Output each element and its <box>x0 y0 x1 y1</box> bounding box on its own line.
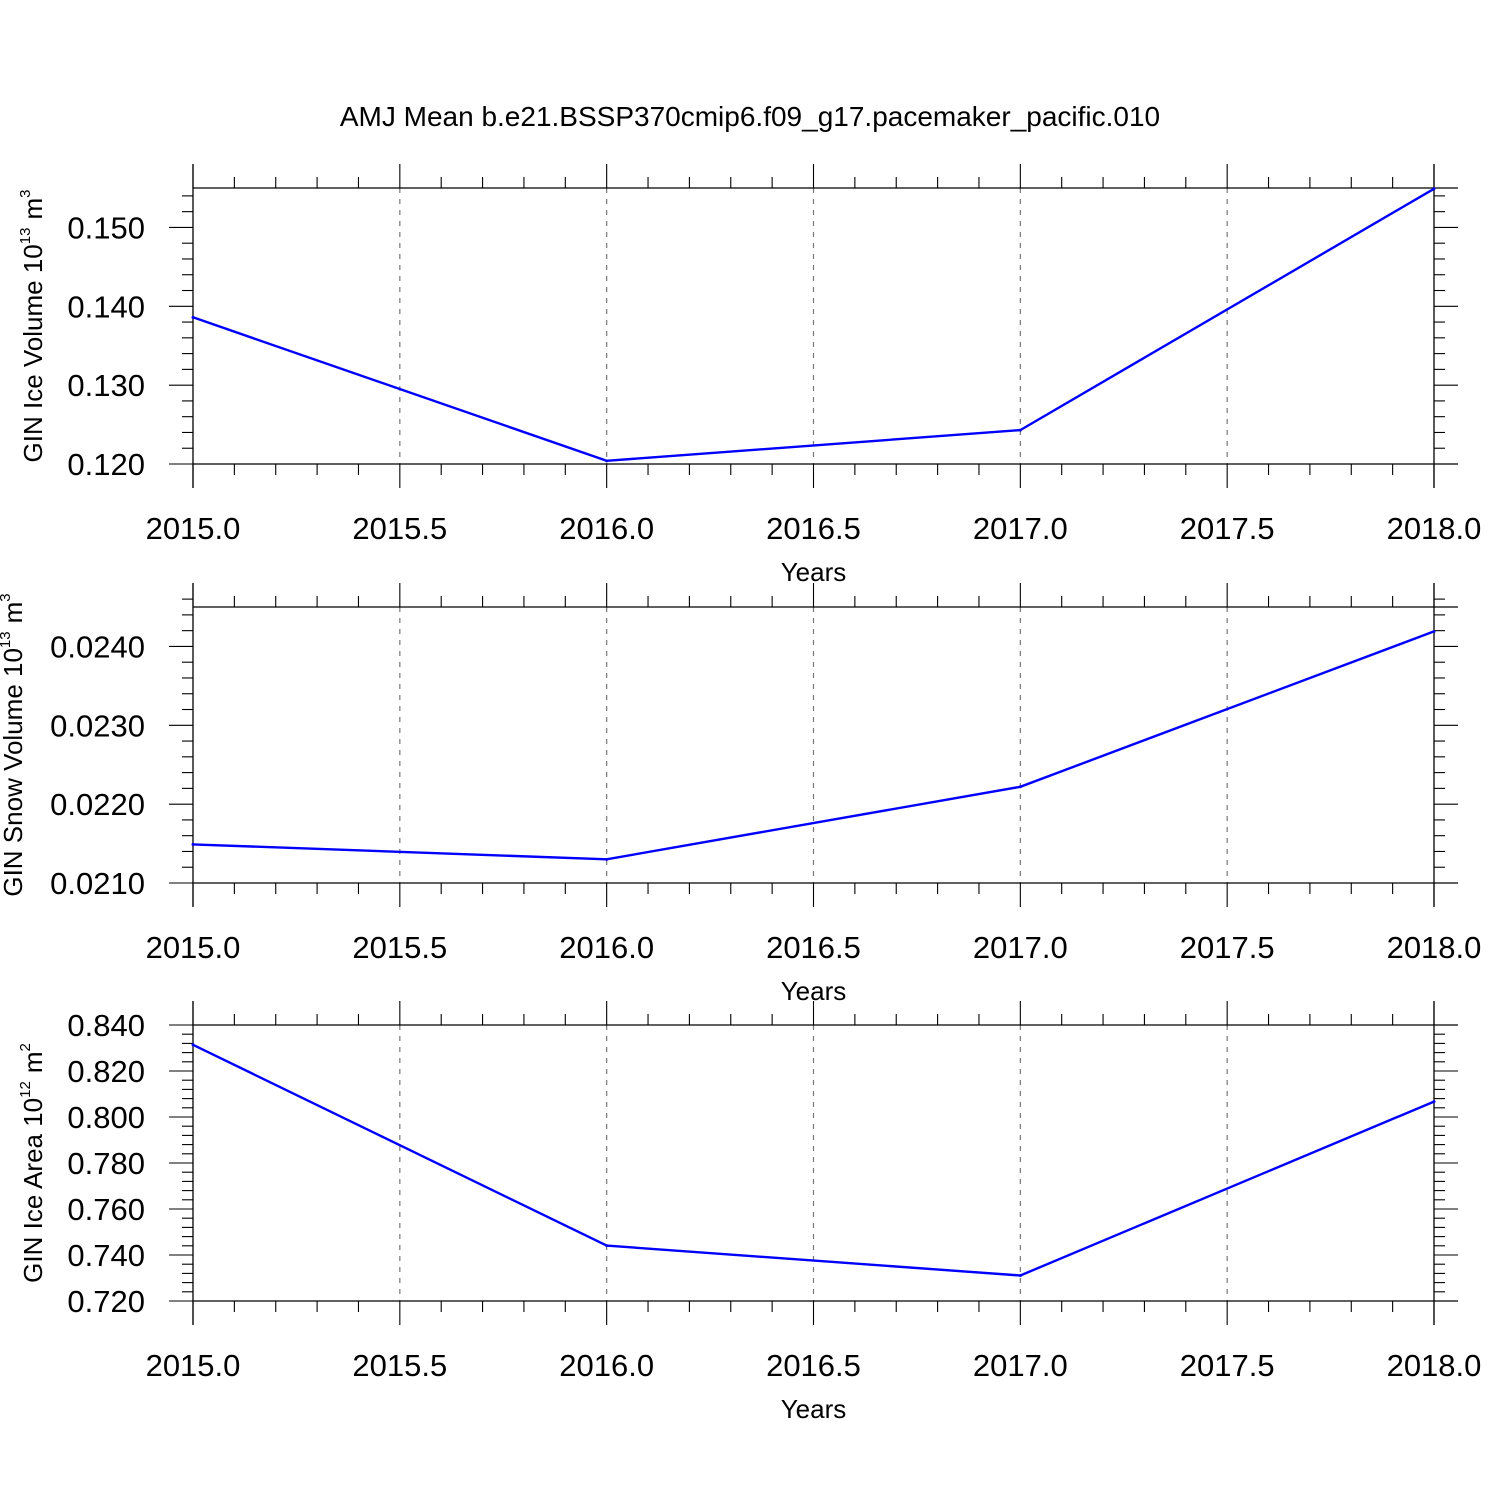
main-title: AMJ Mean b.e21.BSSP370cmip6.f09_g17.pace… <box>340 101 1160 132</box>
y-tick-label: 0.0210 <box>50 866 145 901</box>
data-point <box>191 842 195 846</box>
y-axis-title-exponent: 12 <box>17 1081 34 1098</box>
x-tick-label: 2017.5 <box>1180 511 1275 546</box>
x-tick-label: 2016.5 <box>766 1348 861 1383</box>
y-axis-title-unit: m <box>18 198 48 220</box>
x-tick-label: 2017.0 <box>973 930 1068 965</box>
series-line <box>192 187 1435 463</box>
x-tick-label: 2017.5 <box>1180 1348 1275 1383</box>
y-axis-title-unit: m <box>18 1052 48 1074</box>
data-point <box>1018 785 1022 789</box>
y-tick-label: 0.840 <box>67 1008 145 1043</box>
y-axis-title-unit: m <box>0 602 28 624</box>
data-point <box>1432 1100 1436 1104</box>
y-tick-label: 0.0240 <box>50 629 145 664</box>
data-point <box>605 1244 609 1248</box>
y-axis-title-exponent: 13 <box>0 631 14 648</box>
y-tick-label: 0.800 <box>67 1100 145 1135</box>
panel-3: 2015.0 2015.5 2016.0 2016.5 2017.0 2017.5 2018… <box>17 1001 1481 1424</box>
data-point <box>605 857 609 861</box>
y-tick-label: 0.820 <box>67 1054 145 1089</box>
data-point <box>605 459 609 463</box>
y-axis-title-unit-exponent: 3 <box>17 190 34 198</box>
y-tick-label: 0.760 <box>67 1192 145 1227</box>
panel-1: 2015.0 2015.5 2016.0 2016.5 2017.0 2017.5 2018… <box>17 164 1481 587</box>
y-axis-title: GIN Ice Area 1012 m2 <box>17 1043 48 1283</box>
y-axis-title-unit-exponent: 2 <box>17 1043 34 1051</box>
y-tick-label: 0.0220 <box>50 787 145 822</box>
x-tick-label: 2015.0 <box>146 930 241 965</box>
x-tick-label: 2015.0 <box>146 511 241 546</box>
y-axis-title-unit-exponent: 3 <box>0 593 14 601</box>
panel-2: 2015.0 2015.5 2016.0 2016.5 2017.0 2017.5 2018… <box>0 583 1481 1006</box>
y-axis-title: GIN Snow Volume 1013 m3 <box>0 593 28 896</box>
y-tick-label: 0.120 <box>67 447 145 482</box>
x-axis-title: Years <box>781 1394 847 1424</box>
x-tick-label: 2017.5 <box>1180 930 1275 965</box>
y-tick-label: 0.140 <box>67 289 145 324</box>
data-point <box>1018 428 1022 432</box>
y-tick-label: 0.780 <box>67 1146 145 1181</box>
data-point <box>1432 629 1436 633</box>
data-point <box>191 1043 195 1047</box>
x-tick-label: 2017.0 <box>973 511 1068 546</box>
x-tick-label: 2015.5 <box>352 1348 447 1383</box>
y-axis-title-text: GIN Snow Volume 10 <box>0 648 28 897</box>
x-tick-label: 2016.5 <box>766 930 861 965</box>
data-point <box>1018 1273 1022 1277</box>
y-axis-title-text: GIN Ice Volume 10 <box>18 244 48 462</box>
y-tick-label: 0.0230 <box>50 708 145 743</box>
x-tick-label: 2016.0 <box>559 1348 654 1383</box>
x-tick-label: 2015.5 <box>352 511 447 546</box>
y-axis-title-exponent: 13 <box>17 228 34 245</box>
y-tick-label: 0.740 <box>67 1238 145 1273</box>
y-axis-title-text: GIN Ice Area 10 <box>18 1098 48 1283</box>
y-tick-label: 0.720 <box>67 1284 145 1319</box>
x-tick-label: 2017.0 <box>973 1348 1068 1383</box>
x-tick-label: 2018.0 <box>1387 1348 1482 1383</box>
x-tick-label: 2018.0 <box>1387 930 1482 965</box>
y-tick-label: 0.150 <box>67 210 145 245</box>
x-tick-label: 2015.0 <box>146 1348 241 1383</box>
x-tick-label: 2016.5 <box>766 511 861 546</box>
series-line <box>192 1043 1435 1277</box>
x-tick-label: 2016.0 <box>559 930 654 965</box>
x-axis-title: Years <box>781 557 847 587</box>
data-point <box>191 315 195 319</box>
y-axis-title: GIN Ice Volume 1013 m3 <box>17 190 48 463</box>
y-tick-label: 0.130 <box>67 368 145 403</box>
x-tick-label: 2018.0 <box>1387 511 1482 546</box>
series-line <box>192 630 1435 861</box>
x-tick-label: 2015.5 <box>352 930 447 965</box>
data-point <box>1432 187 1436 191</box>
x-tick-label: 2016.0 <box>559 511 654 546</box>
